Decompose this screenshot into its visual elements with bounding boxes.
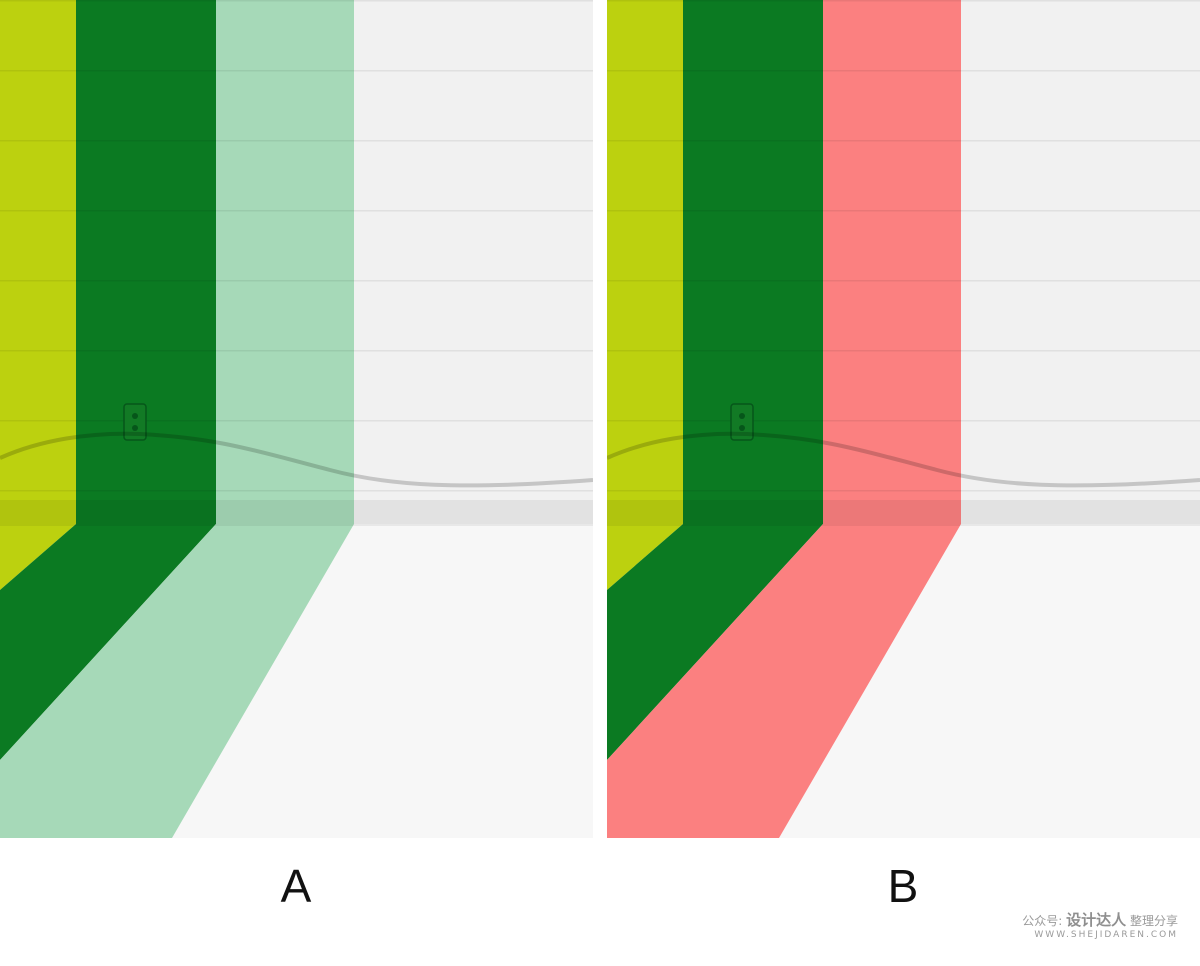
photo-b xyxy=(607,0,1200,838)
brick-lines-b xyxy=(607,0,1200,524)
outlet-hole-a xyxy=(132,425,138,431)
watermark-brand: 设计达人 xyxy=(1066,911,1127,929)
watermark-line1: 公众号: 设计达人 整理分享 xyxy=(988,912,1178,929)
photo-a xyxy=(0,0,593,838)
cable-b xyxy=(607,431,1200,488)
photo-b-graphic xyxy=(607,0,1200,838)
cable-a xyxy=(0,431,593,488)
outlet-hole-b xyxy=(739,413,745,419)
floor-stripe-coral-b xyxy=(607,524,961,838)
outlet-box-b xyxy=(730,403,754,441)
watermark: 公众号: 设计达人 整理分享 WWW.SHEJIDAREN.COM xyxy=(988,912,1178,941)
outlet-hole-b xyxy=(739,425,745,431)
floor-stripe-mint-a xyxy=(0,524,354,838)
watermark-prefix: 公众号: xyxy=(1022,914,1063,928)
brick-lines-a xyxy=(0,0,593,524)
caption-b: B xyxy=(887,860,919,912)
baseboard-b xyxy=(607,500,1200,526)
baseboard-a xyxy=(0,500,593,526)
photo-a-graphic xyxy=(0,0,593,838)
caption-a: A xyxy=(280,860,312,912)
watermark-suffix: 整理分享 xyxy=(1129,914,1178,928)
outlet-hole-a xyxy=(132,413,138,419)
watermark-url: WWW.SHEJIDAREN.COM xyxy=(1034,930,1178,940)
outlet-box-a xyxy=(123,403,147,441)
